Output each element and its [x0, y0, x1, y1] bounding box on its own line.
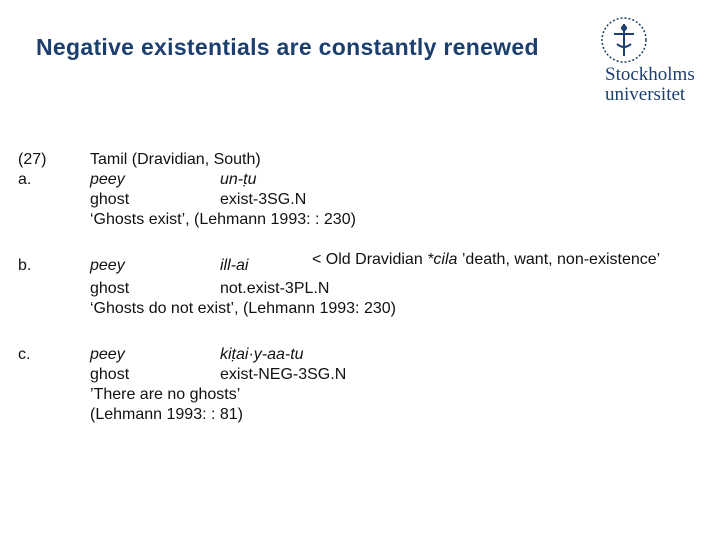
translation: (Lehmann 1993: : 81) — [90, 406, 243, 423]
logo-text: Stockholms — [605, 64, 695, 85]
etymology-note: < Old Dravidian *cila ’death, want, non-… — [312, 250, 660, 270]
translation: ’There are no ghosts’ — [90, 386, 241, 403]
gloss: exist-3SG.N — [220, 191, 307, 208]
form: ill-ai — [220, 257, 249, 274]
example-heading: Tamil (Dravidian, South) — [90, 151, 261, 168]
logo-seal — [601, 17, 647, 63]
form: kiṭai·y-aa-tu — [220, 346, 304, 363]
note-text: *cila — [427, 251, 458, 268]
gloss: ghost — [90, 280, 130, 297]
gloss: not.exist-3PL.N — [220, 280, 330, 297]
example-number: (27) — [18, 151, 47, 168]
gloss: exist-NEG-3SG.N — [220, 366, 347, 383]
form: peey — [90, 346, 125, 363]
logo-text: universitet — [605, 84, 686, 105]
note-text: < Old Dravidian — [312, 251, 423, 268]
example-label: c. — [18, 346, 31, 363]
translation: ‘Ghosts exist’, (Lehmann 1993: : 230) — [90, 211, 356, 228]
example-label: b. — [18, 257, 32, 274]
note-text: ’death, want, non-existence’ — [461, 251, 661, 268]
form: peey — [90, 171, 125, 188]
translation: ‘Ghosts do not exist’, (Lehmann 1993: 23… — [90, 300, 396, 317]
gloss: ghost — [90, 366, 130, 383]
gloss: ghost — [90, 191, 130, 208]
example-label: a. — [18, 171, 32, 188]
form: peey — [90, 257, 125, 274]
form: un-ṭu — [220, 171, 257, 188]
slide-title: Negative existentials are constantly ren… — [36, 34, 539, 60]
